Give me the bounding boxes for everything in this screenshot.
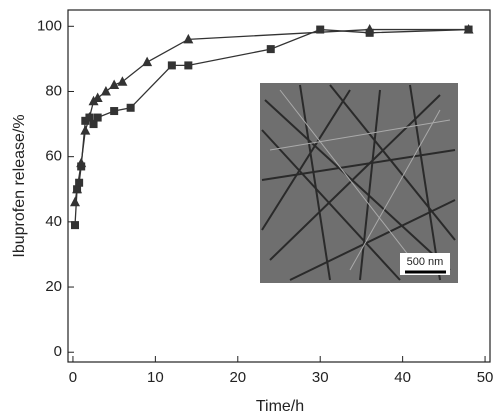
plot-frame [67,9,491,363]
square-marker [89,120,98,129]
series-line [74,28,469,226]
square-marker [126,103,135,112]
square-marker [75,178,84,187]
triangle-marker [364,24,375,34]
triangle-marker [183,33,194,44]
square-marker [110,107,119,116]
triangle-marker [76,157,87,168]
y-tick-label: 20 [45,278,62,295]
triangle-marker [84,112,95,122]
square-marker [93,113,102,122]
triangle-marker [72,183,83,194]
triangle-marker [463,24,474,34]
y-tick-label: 0 [54,343,62,360]
square-marker [266,45,275,54]
triangle-marker [100,85,111,96]
square-marker [71,221,80,230]
y-tick-label: 40 [45,213,62,230]
x-tick-label: 20 [229,369,246,386]
y-tick-label: 80 [45,82,62,99]
x-tick-label: 50 [477,369,494,386]
y-tick-label: 100 [37,17,62,34]
x-tick-label: 30 [312,369,329,386]
scale-bar-label: 500 nm [407,256,444,268]
x-tick-label: 40 [394,369,411,386]
triangle-marker [109,79,120,89]
square-marker [184,61,193,70]
triangle-marker [142,56,153,67]
inset-image: 500 nm [260,83,458,283]
x-tick-label: 0 [69,369,77,386]
triangle-marker [92,92,103,102]
square-marker [316,25,325,34]
triangle-marker [70,196,81,207]
triangle-marker [80,125,91,135]
x-axis-label: Time/h [256,398,304,415]
triangle-marker [117,76,128,86]
y-axis-label: Ibuprofen release/% [11,114,28,257]
x-tick-label: 10 [147,369,164,386]
y-tick-label: 60 [45,148,62,165]
square-marker [167,61,176,70]
